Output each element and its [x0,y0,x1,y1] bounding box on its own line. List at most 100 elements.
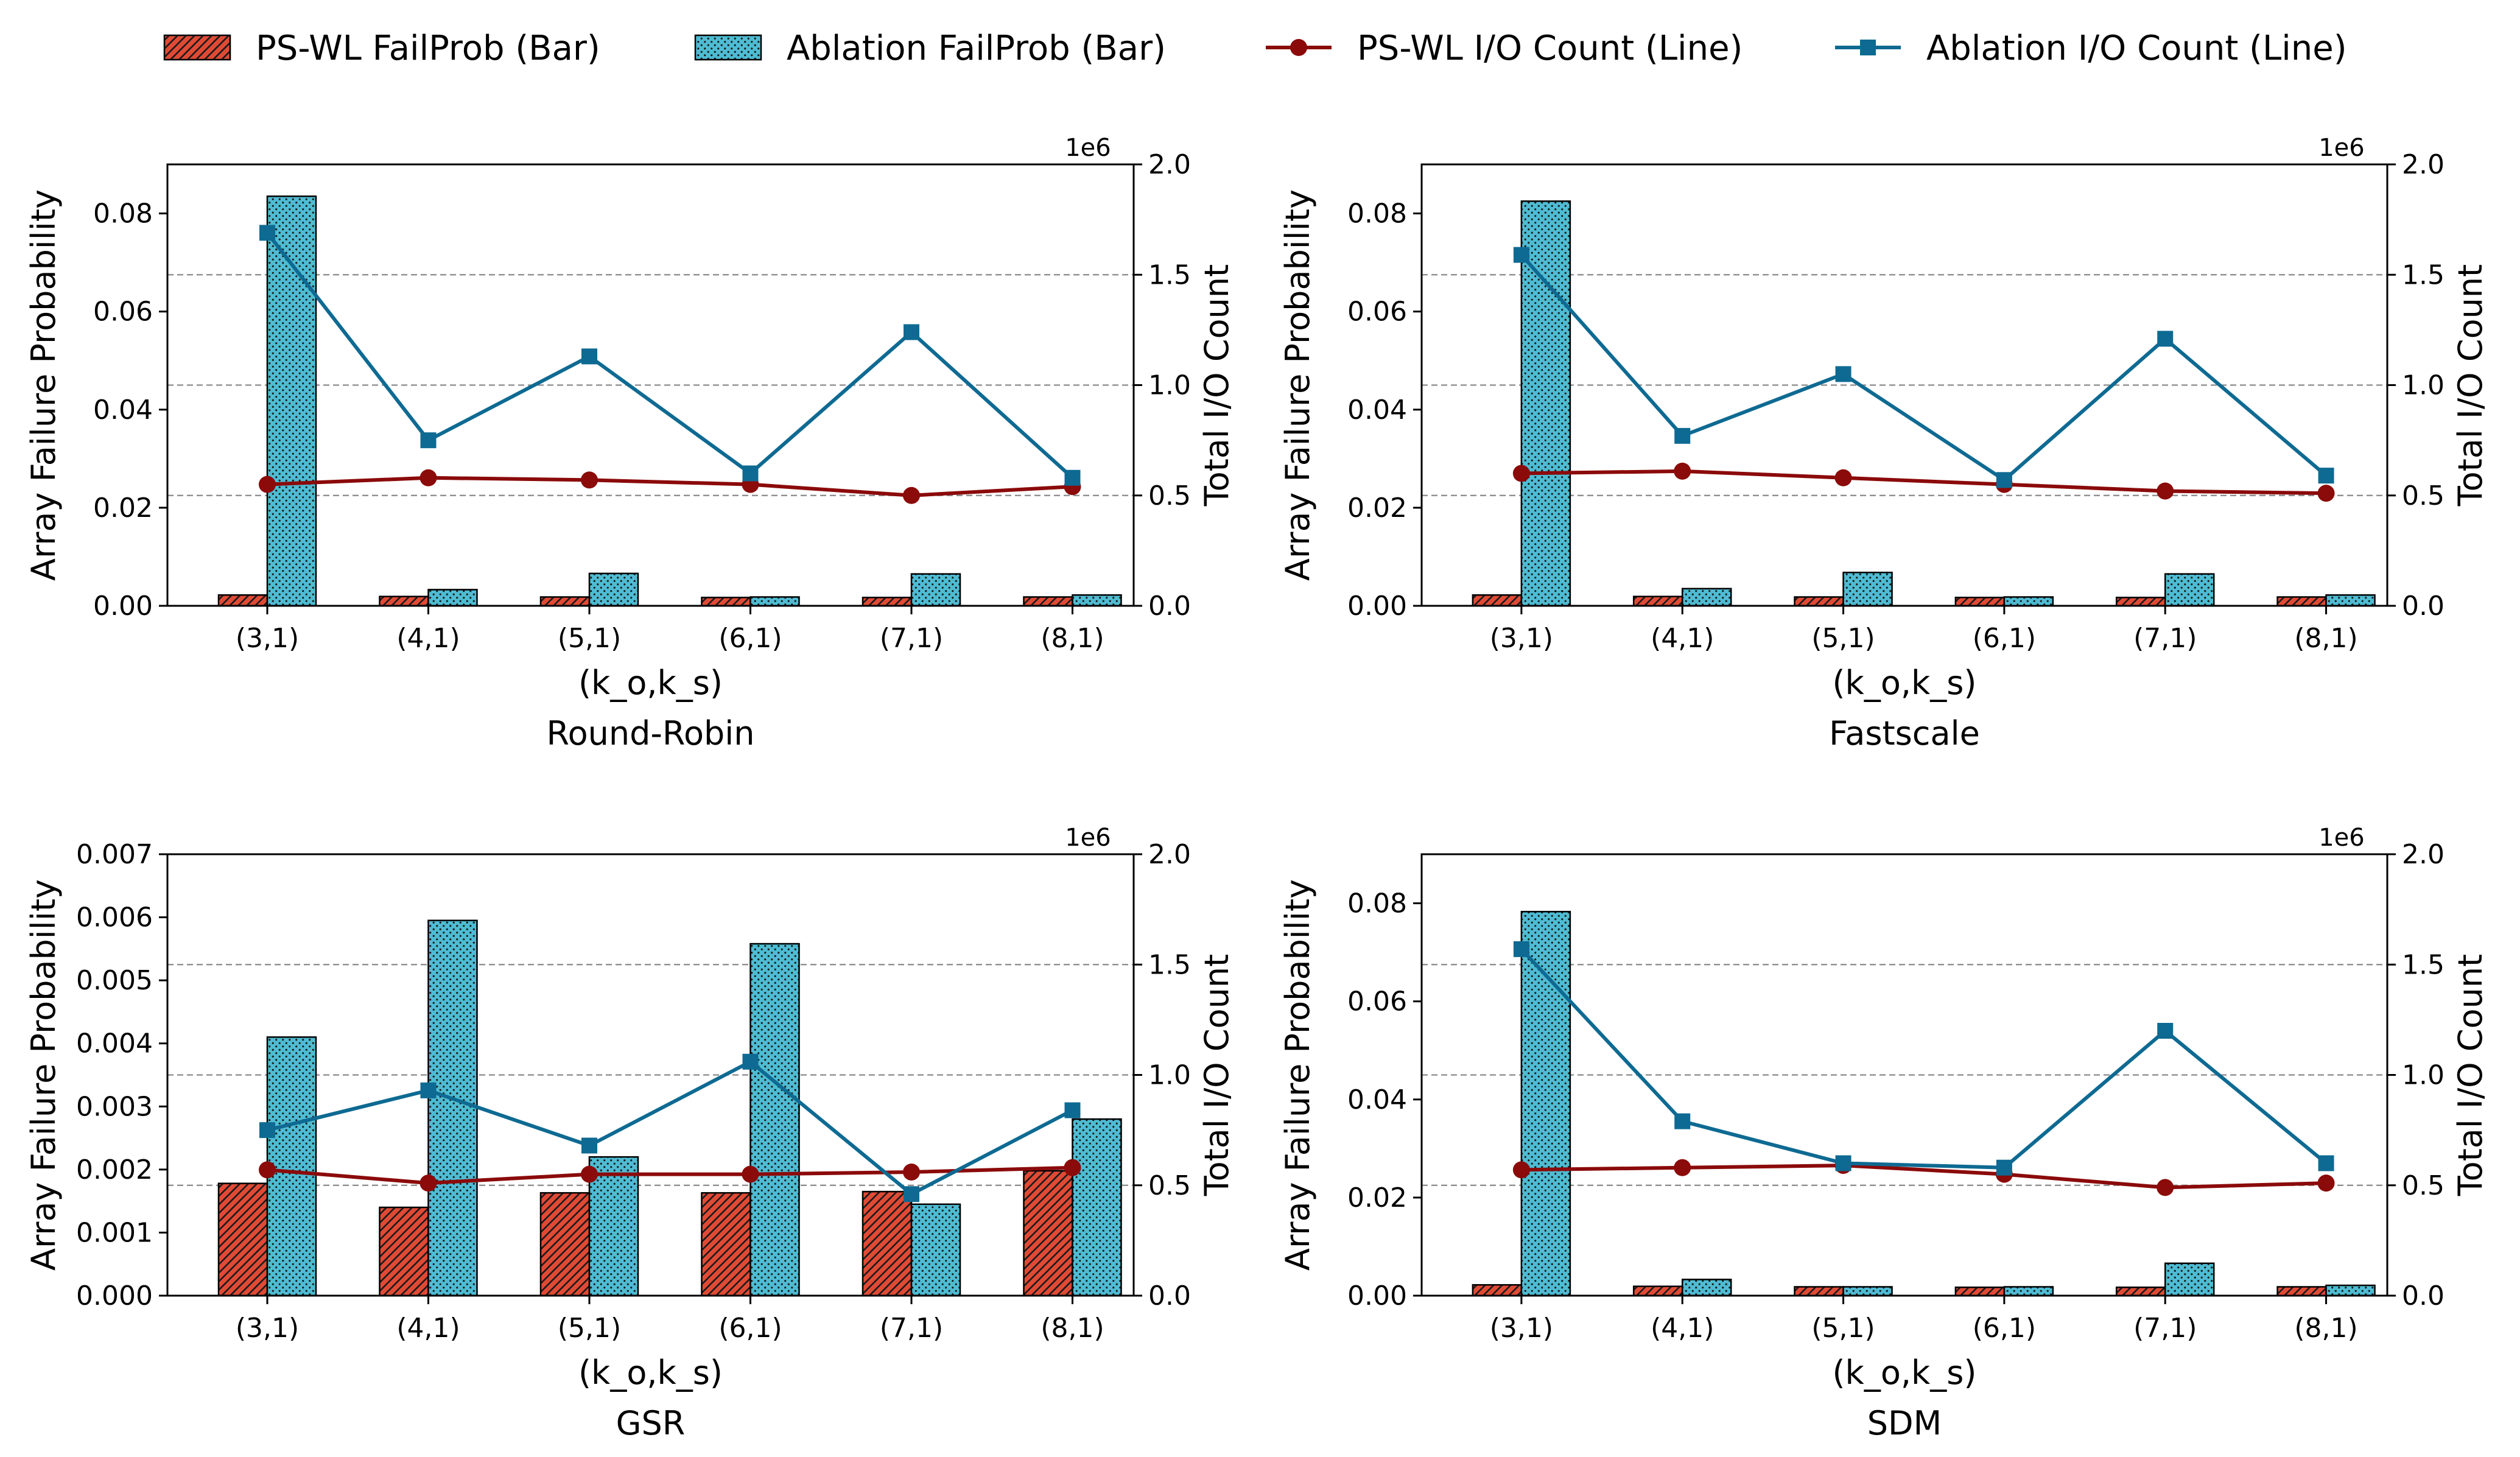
bar-2-1 [1520,200,1571,607]
gridlines [1422,274,2387,496]
x-axis-title: (k_o,k_s) [1832,1353,1976,1392]
point-1-1 [258,1161,276,1179]
y-tick-label-8: 0.007 [76,839,153,870]
point-1-5 [2157,482,2174,500]
subplots: 0.00 0.02 0.04 0.06 0.08 Array Failure Probab… [24,134,2490,1442]
y-tick-label-5: 0.004 [76,1028,153,1059]
bar-1-1 [217,594,268,607]
legend-item-1: PS-WL FailProb (Bar) [163,29,600,68]
bar-1-1 [217,1182,268,1297]
y2-tick-label-2: 0.5 [1148,480,1191,511]
bar-2-5 [2164,573,2215,607]
y-axis-title: Array Failure Probability [1279,879,1317,1271]
point-2-1 [1513,941,1529,957]
bar-1-3 [539,596,591,607]
point-1-3 [580,1165,598,1183]
subplot-1: 0.00 0.02 0.04 0.06 0.08 Array Failure Probab… [24,134,1236,753]
x-tick-label-2: (4,1) [1651,1313,1714,1344]
y-axis-title: Array Failure Probability [24,189,63,581]
point-2-2 [420,432,437,449]
x-tick-label-2: (4,1) [396,623,460,654]
series-line-2 [265,231,1074,479]
x-tick-label-4: (6,1) [1973,623,2036,654]
point-2-6 [1064,1102,1081,1118]
y-tick-label-1: 0.00 [93,591,153,622]
bar-1-5 [2115,597,2166,607]
x-tick-label-5: (7,1) [880,623,943,654]
subplot-title: Fastscale [1829,714,1980,753]
point-2-1 [259,225,275,241]
point-2-4 [1996,472,2012,488]
y-tick-label-4: 0.06 [1347,297,1407,328]
bar-1-4 [701,1192,751,1297]
bar-2-4 [749,943,800,1297]
bar-2-2 [427,919,478,1297]
y2-tick-label-2: 0.5 [2402,480,2445,511]
bar-series-1 [1472,594,2327,607]
x-tick-label-4: (6,1) [718,623,782,654]
x-tick-label-1: (3,1) [236,623,299,654]
bar-1-6 [1023,1170,1073,1297]
y-axis-right: 0.0 0.5 1.0 1.5 2.0 1e6 Total I/O Count [2318,824,2490,1311]
x-tick-label-5: (7,1) [2133,1313,2197,1344]
bar-2-2 [1681,1279,1732,1297]
y-axis-title: Array Failure Probability [1279,189,1317,581]
subplot-3: 0.000 0.001 0.002 0.003 0.004 0.005 0.006 0.007… [24,824,1236,1442]
line-series-1 [258,469,1081,504]
x-tick-label-2: (4,1) [396,1313,460,1344]
gridlines [167,964,1134,1186]
x-tick-label-4: (6,1) [1973,1313,2036,1344]
point-1-1 [1512,465,1530,482]
y-tick-label-6: 0.005 [76,965,153,996]
y-tick-label-5: 0.08 [1347,198,1407,230]
y2-tick-label-3: 1.0 [2402,370,2445,401]
subplot-4: 0.00 0.02 0.04 0.06 0.08 Array Failure Probab… [1279,824,2490,1442]
y2-tick-label-5: 2.0 [1148,149,1191,180]
x-tick-label-6: (8,1) [1041,1313,1104,1344]
x-tick-label-6: (8,1) [2294,623,2357,654]
point-1-6 [2317,485,2335,502]
y2-tick-label-5: 2.0 [2402,149,2445,180]
point-1-2 [1674,462,1691,480]
point-1-6 [1064,1159,1081,1176]
y2-tick-label-3: 1.0 [1148,1060,1191,1091]
subplot-title: GSR [616,1404,686,1442]
bar-1-2 [1632,595,1683,607]
point-1-5 [902,1164,920,1181]
y2-tick-label-1: 0.0 [1148,1280,1191,1311]
bar-1-5 [862,597,913,607]
y-tick-label-7: 0.006 [76,902,153,933]
bar-series-2 [266,195,1122,607]
bar-2-2 [427,589,478,607]
point-2-3 [581,348,597,365]
point-1-6 [2317,1174,2335,1192]
x-tick-label-6: (8,1) [2294,1313,2357,1344]
x-tick-label-5: (7,1) [2133,623,2197,654]
legend-swatch-1 [163,34,231,61]
x-tick-label-5: (7,1) [880,1313,943,1344]
y2-tick-label-1: 0.0 [2402,1280,2445,1311]
bar-1-2 [1632,1285,1683,1297]
bar-series-2 [266,919,1122,1297]
point-1-2 [419,1174,437,1192]
y-tick-label-1: 0.000 [76,1280,153,1311]
y2-axis-title: Total I/O Count [2451,264,2490,507]
x-axis-title: (k_o,k_s) [1832,664,1976,702]
bar-series-1 [217,594,1073,607]
y2-offset-label: 1e6 [1065,824,1111,852]
legend-item-3: PS-WL I/O Count (Line) [1266,29,1743,68]
gridlines [167,274,1134,496]
y-tick-label-1: 0.00 [1347,591,1407,622]
legend-item-4: Ablation I/O Count (Line) [1835,29,2347,68]
point-2-6 [1064,469,1081,486]
point-1-3 [1834,469,1852,486]
line-series-2 [259,1053,1081,1202]
point-1-1 [258,476,276,493]
y2-tick-label-5: 2.0 [2402,839,2445,870]
y2-tick-label-4: 1.5 [1148,949,1191,980]
point-1-5 [2157,1179,2174,1196]
bar-2-6 [2325,1284,2376,1297]
x-tick-label-2: (4,1) [1651,623,1714,654]
line-series-1 [258,1159,1081,1192]
point-2-3 [581,1137,597,1154]
